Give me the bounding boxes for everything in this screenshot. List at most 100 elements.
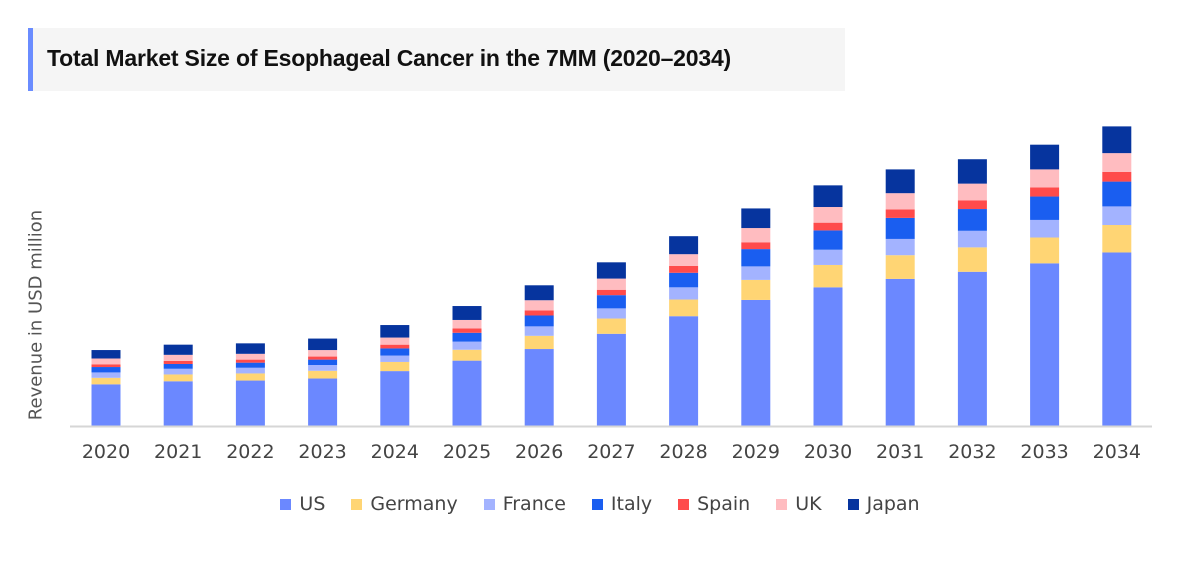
bar-segment-japan-2022 <box>235 343 265 354</box>
x-tick-label: 2020 <box>82 441 130 463</box>
bar-segment-spain-2023 <box>308 356 338 360</box>
legend-swatch <box>591 498 603 510</box>
bar-segment-uk-2033 <box>1030 169 1060 188</box>
bar-segment-france-2029 <box>741 266 771 280</box>
bar-segment-uk-2021 <box>163 354 193 361</box>
x-tick-label: 2034 <box>1093 441 1141 463</box>
bar-segment-japan-2021 <box>163 344 193 355</box>
bar-segment-us-2026 <box>524 349 554 426</box>
legend-label: Spain <box>697 493 751 515</box>
bar-segment-italy-2026 <box>524 315 554 327</box>
bar-segment-spain-2029 <box>741 242 771 250</box>
bar-segment-italy-2024 <box>380 348 410 356</box>
legend-item-us[interactable]: US <box>280 493 325 515</box>
bar-segment-france-2021 <box>163 368 193 375</box>
bar-segment-germany-2028 <box>669 299 699 317</box>
bar-segment-japan-2034 <box>1102 126 1132 154</box>
bar-segment-us-2032 <box>957 271 987 426</box>
bar-segment-italy-2028 <box>669 272 699 288</box>
bar-segment-uk-2026 <box>524 300 554 311</box>
bar-segment-germany-2023 <box>308 370 338 379</box>
legend-swatch <box>280 498 292 510</box>
bar-segment-france-2031 <box>885 238 915 256</box>
bar-segment-germany-2022 <box>235 373 265 381</box>
bar-segment-japan-2029 <box>741 208 771 229</box>
legend-item-uk[interactable]: UK <box>776 493 822 515</box>
legend-item-italy[interactable]: Italy <box>591 493 652 515</box>
bar-segment-us-2031 <box>885 278 915 426</box>
x-tick-label: 2028 <box>659 441 707 463</box>
x-tick-label: 2025 <box>443 441 491 463</box>
x-tick-label: 2026 <box>515 441 563 463</box>
bar-segment-spain-2030 <box>813 222 843 231</box>
bar-segment-japan-2026 <box>524 285 554 301</box>
bar-segment-japan-2023 <box>308 338 338 351</box>
bar-segment-italy-2033 <box>1030 196 1060 220</box>
bar-segment-spain-2032 <box>957 200 987 210</box>
bar-segment-us-2020 <box>91 384 121 426</box>
bar-segment-germany-2032 <box>957 247 987 272</box>
x-tick-label: 2032 <box>948 441 996 463</box>
bar-segment-japan-2032 <box>957 159 987 184</box>
bar-segment-japan-2024 <box>380 325 410 338</box>
bar-segment-france-2032 <box>957 230 987 248</box>
legend-label: Japan <box>866 493 920 515</box>
bar-segment-uk-2020 <box>91 358 121 365</box>
bar-segment-japan-2027 <box>596 262 626 279</box>
bar-segment-italy-2034 <box>1102 181 1132 207</box>
bar-segment-italy-2025 <box>452 332 482 342</box>
legend-item-france[interactable]: France <box>483 493 566 515</box>
bar-segment-germany-2030 <box>813 264 843 288</box>
bar-segment-us-2030 <box>813 287 843 426</box>
bar-segment-spain-2034 <box>1102 171 1132 182</box>
bar-segment-germany-2026 <box>524 335 554 350</box>
legend-label: Germany <box>370 493 458 515</box>
bar-segment-germany-2020 <box>91 377 121 385</box>
x-tick-label: 2024 <box>371 441 419 463</box>
bar-segment-germany-2027 <box>596 318 626 334</box>
legend-item-japan[interactable]: Japan <box>847 493 920 515</box>
bar-segment-us-2023 <box>308 378 338 426</box>
x-tick-label: 2021 <box>154 441 202 463</box>
bar-segment-spain-2020 <box>91 364 121 368</box>
bar-segment-japan-2020 <box>91 350 121 359</box>
bar-segment-us-2028 <box>669 316 699 426</box>
x-tick-label: 2029 <box>732 441 780 463</box>
bar-segment-france-2026 <box>524 326 554 336</box>
bar-segment-us-2021 <box>163 381 193 426</box>
legend-swatch <box>847 498 859 510</box>
bar-segment-uk-2034 <box>1102 153 1132 172</box>
x-tick-label: 2031 <box>876 441 924 463</box>
bar-segment-france-2025 <box>452 341 482 350</box>
x-tick-label: 2027 <box>587 441 635 463</box>
legend-item-germany[interactable]: Germany <box>351 493 458 515</box>
bar-segment-us-2025 <box>452 360 482 426</box>
bar-segment-germany-2029 <box>741 279 771 300</box>
bar-segment-italy-2023 <box>308 359 338 365</box>
bar-segment-us-2022 <box>235 380 265 426</box>
bar-segment-uk-2028 <box>669 254 699 266</box>
legend-item-spain[interactable]: Spain <box>678 493 750 515</box>
bar-segment-italy-2031 <box>885 217 915 239</box>
x-tick-label: 2023 <box>298 441 346 463</box>
bar-segment-uk-2032 <box>957 183 987 201</box>
bar-segment-italy-2021 <box>163 363 193 369</box>
x-tick-label: 2022 <box>226 441 274 463</box>
bar-segment-us-2034 <box>1102 252 1132 426</box>
bar-segment-spain-2025 <box>452 328 482 333</box>
bar-segment-us-2029 <box>741 299 771 426</box>
legend: US Germany France Italy Spain UK Japan <box>0 493 1200 515</box>
bar-segment-spain-2021 <box>163 360 193 364</box>
x-tick-label: 2033 <box>1020 441 1068 463</box>
legend-swatch <box>483 498 495 510</box>
bar-segment-uk-2022 <box>235 353 265 360</box>
legend-label: UK <box>795 493 822 515</box>
bar-segment-uk-2023 <box>308 350 338 357</box>
bar-segment-germany-2034 <box>1102 225 1132 253</box>
bar-segment-germany-2021 <box>163 374 193 382</box>
chart-title-box: Total Market Size of Esophageal Cancer i… <box>28 28 845 91</box>
bar-segment-italy-2032 <box>957 209 987 231</box>
bar-segment-germany-2033 <box>1030 237 1060 264</box>
bar-segment-germany-2024 <box>380 361 410 372</box>
bar-segment-france-2020 <box>91 372 121 378</box>
